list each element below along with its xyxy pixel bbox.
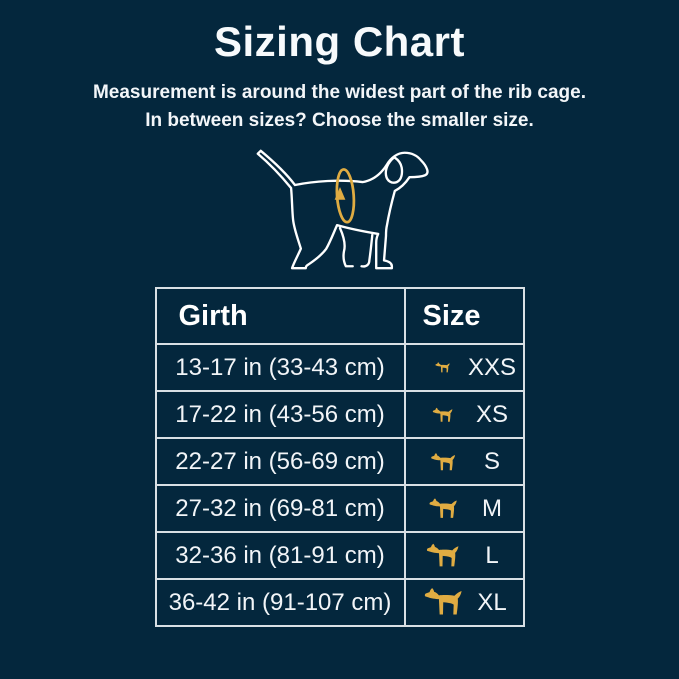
subtitle-line-2: In between sizes? Choose the smaller siz… bbox=[145, 110, 534, 131]
dog-outline-icon bbox=[256, 149, 429, 269]
girth-value: 13-17 in (33-43 cm) bbox=[154, 343, 406, 392]
dog-measurement-illustration bbox=[245, 138, 435, 280]
size-value: XL bbox=[477, 588, 507, 616]
dog-icon-xs bbox=[418, 406, 468, 424]
dog-icon-m bbox=[418, 496, 468, 521]
table-row: 36-42 in (91-107 cm) XL bbox=[154, 578, 525, 627]
table-row: 17-22 in (43-56 cm) XS bbox=[154, 390, 525, 439]
girth-value: 27-32 in (69-81 cm) bbox=[154, 484, 406, 533]
table-row: 27-32 in (69-81 cm) M bbox=[154, 484, 525, 533]
girth-value: 32-36 in (81-91 cm) bbox=[154, 531, 406, 580]
size-value: XXS bbox=[467, 353, 517, 381]
size-value: M bbox=[482, 494, 502, 522]
dog-icon-l bbox=[418, 541, 468, 570]
table-row: 32-36 in (81-91 cm) L bbox=[154, 531, 525, 580]
girth-value: 22-27 in (56-69 cm) bbox=[154, 437, 406, 486]
girth-tape-icon bbox=[334, 167, 355, 224]
tape-arrow-up-icon bbox=[334, 186, 345, 200]
table-row: 22-27 in (56-69 cm) S bbox=[154, 437, 525, 486]
sizing-table: Girth Size 13-17 in (33-43 cm) XXS 17-22… bbox=[154, 287, 525, 627]
dog-icon-xl bbox=[418, 585, 468, 621]
size-column-header: Size bbox=[403, 287, 525, 345]
size-value: L bbox=[485, 541, 499, 569]
table-row: 13-17 in (33-43 cm) XXS bbox=[154, 343, 525, 392]
table-header-row: Girth Size bbox=[154, 287, 525, 345]
girth-column-header: Girth bbox=[154, 287, 406, 345]
subtitle: Measurement is around the widest part of… bbox=[0, 79, 679, 135]
dog-icon-xxs bbox=[418, 361, 468, 374]
page-title: Sizing Chart bbox=[213, 18, 465, 65]
subtitle-line-1: Measurement is around the widest part of… bbox=[92, 82, 587, 103]
girth-value: 17-22 in (43-56 cm) bbox=[154, 390, 406, 439]
girth-value: 36-42 in (91-107 cm) bbox=[154, 578, 406, 627]
size-value: XS bbox=[475, 400, 508, 428]
dog-icon-s bbox=[418, 451, 468, 473]
size-value: S bbox=[483, 447, 500, 475]
